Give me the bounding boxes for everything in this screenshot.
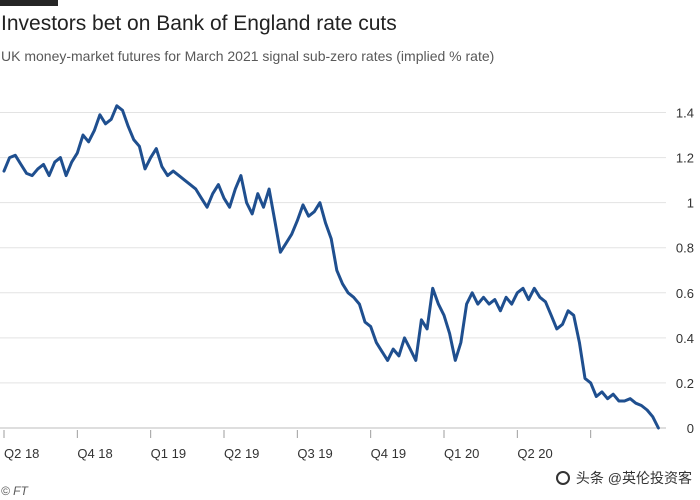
watermark: 头条 @英伦投资客 [555, 468, 692, 488]
x-tick-label: Q4 19 [371, 446, 406, 461]
watermark-text: 头条 @英伦投资客 [575, 470, 692, 486]
x-tick-label: Q2 20 [517, 446, 552, 461]
series-line [2, 104, 660, 430]
y-tick-label: 0 [687, 421, 694, 436]
x-tick-label: Q2 19 [224, 446, 259, 461]
x-tick-label: Q3 19 [297, 446, 332, 461]
x-tick-label: Q2 18 [4, 446, 39, 461]
x-tick-label: Q4 18 [77, 446, 112, 461]
x-tick-label: Q1 20 [444, 446, 479, 461]
camera-icon [555, 471, 570, 485]
x-tick-label: Q1 19 [151, 446, 186, 461]
y-tick-label: 0.4 [676, 331, 694, 346]
y-tick-label: 0.2 [676, 376, 694, 391]
chart-subtitle: UK money-market futures for March 2021 s… [1, 48, 495, 64]
y-tick-label: 1.2 [676, 151, 694, 166]
y-tick-label: 0.8 [676, 241, 694, 256]
chart-title: Investors bet on Bank of England rate cu… [1, 12, 397, 35]
y-tick-label: 1.4 [676, 106, 694, 121]
y-tick-label: 0.6 [676, 286, 694, 301]
source-credit: © FT [1, 484, 28, 498]
y-tick-label: 1 [687, 196, 694, 211]
ft-accent-bar [0, 0, 58, 6]
